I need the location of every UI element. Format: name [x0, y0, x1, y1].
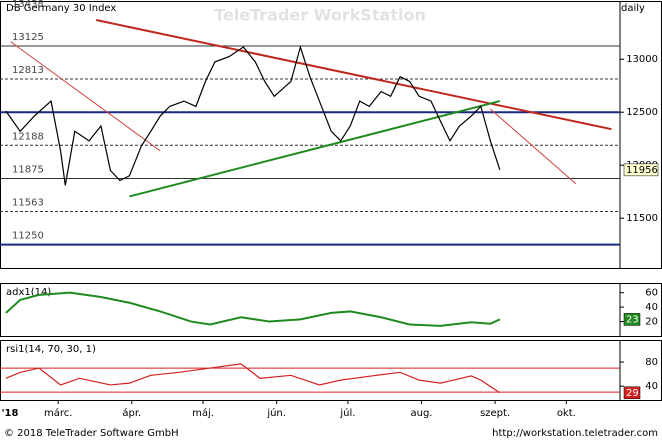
- y-tick-label: 13000: [626, 54, 658, 65]
- level-label: 12188: [12, 131, 44, 142]
- last-value-label: 11956: [626, 165, 658, 176]
- x-tick-label: okt.: [557, 408, 576, 419]
- watermark: TeleTrader WorkStation: [214, 6, 426, 25]
- last-value-label: 29: [626, 388, 639, 399]
- last-value-box: [623, 163, 659, 177]
- last-value-label: 23: [626, 314, 639, 325]
- y-tick-label: 40: [645, 381, 658, 392]
- y-tick-label: 12500: [626, 107, 658, 118]
- data-line: [5, 291, 501, 327]
- panel: [0, 1, 662, 269]
- y-tick-label: 20: [645, 317, 658, 328]
- last-value-box: [623, 313, 641, 326]
- chart-title: DB Germany 30 Index: [6, 3, 116, 14]
- level-label: 13125: [12, 32, 44, 43]
- period: daily: [621, 3, 645, 14]
- x-tick-label: ápr.: [122, 407, 141, 419]
- x-tick-label: júl.: [339, 407, 355, 419]
- y-tick-label: 40: [645, 302, 658, 313]
- x-tick-label: máj.: [192, 407, 214, 419]
- y-tick-label: 80: [645, 357, 658, 368]
- x-tick-label: márc.: [44, 407, 72, 419]
- data-line: [5, 363, 501, 394]
- data-line: [5, 44, 501, 186]
- x-tick-label: aug.: [410, 408, 432, 419]
- x-tick-label: jún.: [266, 407, 286, 419]
- last-value-box: [623, 386, 641, 400]
- trendline: [95, 19, 612, 131]
- level-label: 11250: [12, 231, 44, 242]
- y-tick-label: 11500: [626, 213, 658, 224]
- level-label: 11875: [12, 164, 44, 175]
- trendline: [490, 108, 577, 185]
- panel-title: rsi1(14, 70, 30, 1): [6, 344, 96, 355]
- footer-url: http://workstation.teletrader.com: [492, 428, 658, 439]
- y-tick-label: 60: [645, 288, 658, 299]
- year-label: '18: [2, 408, 19, 419]
- x-tick-label: szept.: [480, 408, 510, 419]
- level-label: 12813: [12, 65, 44, 76]
- level-label: 11563: [12, 198, 44, 209]
- footer-copyright: © 2018 TeleTrader Software GmbH: [4, 428, 179, 439]
- level-label: 13438: [12, 0, 44, 10]
- trendline: [10, 41, 161, 152]
- panel: [0, 283, 662, 337]
- panel-title: adx1(14): [6, 287, 51, 298]
- panel: [0, 340, 662, 401]
